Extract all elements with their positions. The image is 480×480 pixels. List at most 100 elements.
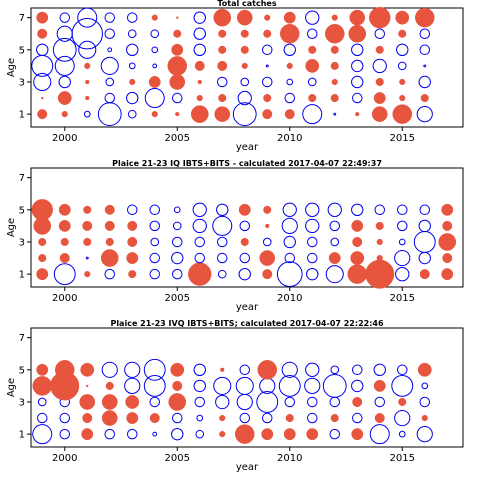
bubble-positive <box>197 79 202 85</box>
x-tick-label: 2000 <box>52 453 77 464</box>
bubble-negative <box>150 237 160 247</box>
bubble-negative <box>397 220 408 232</box>
bubble-negative <box>418 219 431 233</box>
bubble-negative <box>58 75 71 89</box>
bubble-positive <box>84 271 91 278</box>
bubble-negative <box>413 231 436 253</box>
bubble-positive <box>375 77 384 87</box>
bubble-negative <box>217 236 228 248</box>
bubble-positive <box>374 413 385 424</box>
bubble-positive <box>31 199 53 221</box>
bubble-negative <box>372 58 387 74</box>
bubble-positive <box>55 360 75 380</box>
bubble-positive <box>167 56 187 76</box>
bubble-negative <box>193 43 206 57</box>
bubble-positive <box>100 249 119 267</box>
bubble-negative <box>419 44 430 56</box>
bubble-positive <box>375 45 384 54</box>
bubble-negative <box>213 376 232 395</box>
bubble-positive <box>420 94 429 103</box>
bubble-positive <box>280 23 300 44</box>
y-tick-label: 5 <box>19 205 25 216</box>
x-axis-label: year <box>236 142 259 153</box>
bubble-negative <box>394 249 411 267</box>
bubble-positive <box>105 237 114 247</box>
bubble-negative <box>397 204 408 216</box>
bubble-positive <box>392 104 412 124</box>
y-tick-label: 1 <box>19 430 25 441</box>
bubble-positive <box>220 367 225 372</box>
bubble-negative <box>127 204 138 216</box>
bubble-negative <box>193 379 206 393</box>
panel-title: Plaice 21-23 IQ IBTS+BITS - calculated 2… <box>112 159 382 168</box>
bubble-negative <box>237 90 252 106</box>
bubble-positive <box>330 45 339 54</box>
bubble-negative <box>307 412 318 424</box>
bubble-negative <box>127 29 137 39</box>
bubble-negative <box>397 61 407 71</box>
bubble-positive <box>176 16 179 19</box>
bubble-positive <box>169 74 186 90</box>
x-tick-label: 2005 <box>165 133 190 144</box>
bubble-negative <box>330 237 340 247</box>
bubble-positive <box>86 384 89 388</box>
bubble-positive <box>168 393 187 411</box>
bubble-negative <box>196 414 204 422</box>
bubble-positive <box>128 270 137 279</box>
bubble-negative <box>37 412 48 424</box>
bubble-positive <box>126 252 139 264</box>
bubble-positive <box>41 96 44 100</box>
bubble-negative <box>143 358 166 381</box>
bubble-positive <box>376 238 383 246</box>
bubble-negative <box>128 62 136 70</box>
bubble-negative <box>306 267 319 281</box>
bubble-negative <box>37 397 47 407</box>
panel-title: Plaice 21-23 IVQ IBTS+BITS; calculated 2… <box>110 319 384 328</box>
bubble-negative <box>281 361 298 378</box>
bubble-negative <box>124 377 141 394</box>
x-tick-label: 2015 <box>390 133 415 144</box>
bubble-negative <box>396 43 409 57</box>
bubble-negative <box>352 412 363 424</box>
bubble-negative <box>418 251 431 265</box>
bubble-positive <box>104 204 115 215</box>
bubble-positive <box>36 11 49 24</box>
y-tick-label: 5 <box>19 45 25 56</box>
bubble-negative <box>152 431 158 437</box>
bubble-positive <box>148 76 161 88</box>
bubble-negative <box>215 394 230 410</box>
bubble-negative <box>351 43 364 57</box>
bubble-positive <box>286 62 293 69</box>
bubble-positive <box>441 203 454 216</box>
bubble-negative <box>262 237 272 247</box>
bubble-positive <box>398 397 407 407</box>
bubble-positive <box>37 28 48 39</box>
bubble-negative <box>351 59 364 73</box>
bubble-negative <box>240 77 250 87</box>
bubble-negative <box>333 112 337 116</box>
bubble-negative <box>104 428 115 440</box>
bubble-negative <box>71 18 103 50</box>
bubble-negative <box>351 203 364 217</box>
bubble-negative <box>419 204 430 216</box>
bubble-negative <box>59 428 70 440</box>
bubble-negative <box>104 28 115 39</box>
bubble-positive <box>36 363 49 376</box>
x-tick-label: 2010 <box>277 293 302 304</box>
bubble-positive <box>188 262 212 286</box>
bubble-positive <box>36 268 49 281</box>
bubble-negative <box>284 92 295 104</box>
y-tick-label: 1 <box>19 270 25 281</box>
bubble-positive <box>325 23 345 44</box>
bubble-negative <box>192 202 207 217</box>
bubble-negative <box>152 63 158 69</box>
bubble-positive <box>151 111 158 118</box>
y-axis-label: Age <box>6 378 17 397</box>
bubble-negative <box>193 11 206 24</box>
bubble-positive <box>149 413 160 424</box>
bubble-negative <box>54 55 75 76</box>
bubble-positive <box>395 10 410 25</box>
bubble-negative <box>85 256 89 260</box>
bubble-positive <box>218 45 227 54</box>
bubble-positive <box>83 237 92 247</box>
